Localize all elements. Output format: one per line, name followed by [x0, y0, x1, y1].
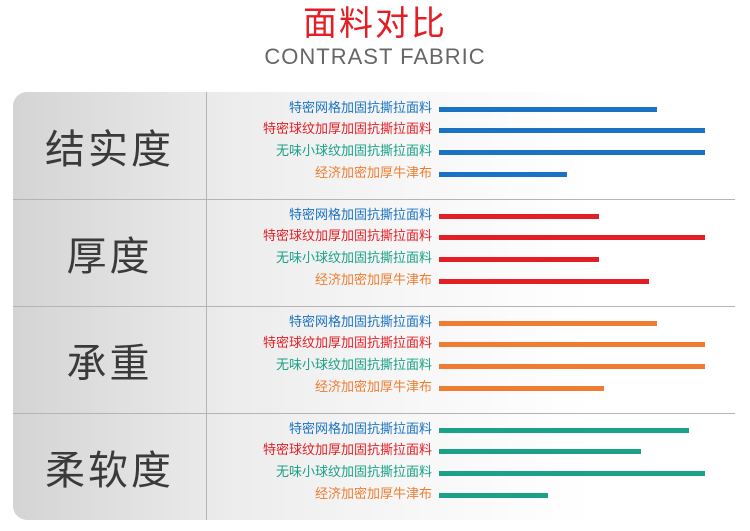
group-label: 承重 — [66, 340, 153, 387]
row-divider — [13, 306, 735, 307]
group-row-softness: 柔软度 特密网格加固抗撕拉面料特密球纹加厚加固抗撕拉面料无味小球纹加固抗撕拉面料经… — [13, 413, 735, 520]
fabric-label: 特密网格加固抗撕拉面料 — [288, 422, 432, 437]
bar-strength-2 — [439, 128, 705, 133]
row-divider — [13, 199, 735, 200]
fabric-label: 经济加密加厚牛津布 — [314, 166, 432, 181]
fabric-label: 特密球纹加厚加固抗撕拉面料 — [262, 229, 432, 244]
comparison-panel: 结实度 特密网格加固抗撕拉面料 特密球纹加厚加固抗撕拉面料 无味小球纹加固抗撕拉面料经… — [13, 92, 735, 520]
group-row-strength: 结实度 特密网格加固抗撕拉面料特密球纹加厚加固抗撕拉面料无味小球纹加固抗撕拉面料经… — [13, 92, 735, 199]
bar-load-bearing-3 — [439, 364, 705, 369]
fabric-label: 特密网格加固抗撕拉面料 — [288, 208, 432, 223]
bar-load-bearing-2 — [439, 342, 705, 347]
bar-thickness-3 — [439, 257, 599, 262]
fabric-label: 经济加密加厚牛津布 — [314, 487, 432, 502]
bar-strength-4 — [439, 172, 567, 177]
bar-thickness-4 — [439, 279, 649, 284]
bar-thickness-2 — [439, 235, 705, 240]
group-label: 柔软度 — [45, 447, 174, 494]
row-divider — [13, 413, 735, 414]
page-title: 面料对比 — [303, 4, 447, 44]
fabric-label: 无味小球纹加固抗撕拉面料 — [275, 144, 432, 159]
fabric-label: 经济加密加厚牛津布 — [314, 380, 432, 395]
fabric-label: 特密球纹加厚加固抗撕拉面料 — [262, 443, 432, 458]
fabric-label: 无味小球纹加固抗撕拉面料 — [275, 358, 432, 373]
fabric-label: 经济加密加厚牛津布 — [314, 273, 432, 288]
bar-softness-2 — [439, 449, 641, 454]
bar-load-bearing-4 — [439, 386, 604, 391]
fabric-label: 特密球纹加厚加固抗撕拉面料 — [262, 336, 432, 351]
fabric-label: 无味小球纹加固抗撕拉面料 — [275, 251, 432, 266]
bar-strength-3 — [439, 150, 705, 155]
fabric-label: 无味小球纹加固抗撕拉面料 — [275, 465, 432, 480]
bar-thickness-1 — [439, 214, 599, 219]
fabric-label: 特密网格加固抗撕拉面料 — [288, 101, 432, 116]
group-row-load-bearing: 承重 特密网格加固抗撕拉面料特密球纹加厚加固抗撕拉面料无味小球纹加固抗撕拉面料经济… — [13, 306, 735, 413]
group-row-thickness: 厚度 特密网格加固抗撕拉面料特密球纹加厚加固抗撕拉面料无味小球纹加固抗撕拉面料经济… — [13, 199, 735, 306]
bar-softness-1 — [439, 428, 689, 433]
group-label: 结实度 — [45, 126, 174, 173]
group-label: 厚度 — [66, 233, 153, 280]
page-subtitle: CONTRAST FABRIC — [264, 44, 486, 69]
bar-load-bearing-1 — [439, 321, 657, 326]
bar-strength-1 — [439, 107, 657, 112]
fabric-label: 特密网格加固抗撕拉面料 — [288, 315, 432, 330]
bar-softness-3 — [439, 471, 705, 476]
fabric-label: 特密球纹加厚加固抗撕拉面料 — [262, 122, 432, 137]
bar-softness-4 — [439, 493, 548, 498]
